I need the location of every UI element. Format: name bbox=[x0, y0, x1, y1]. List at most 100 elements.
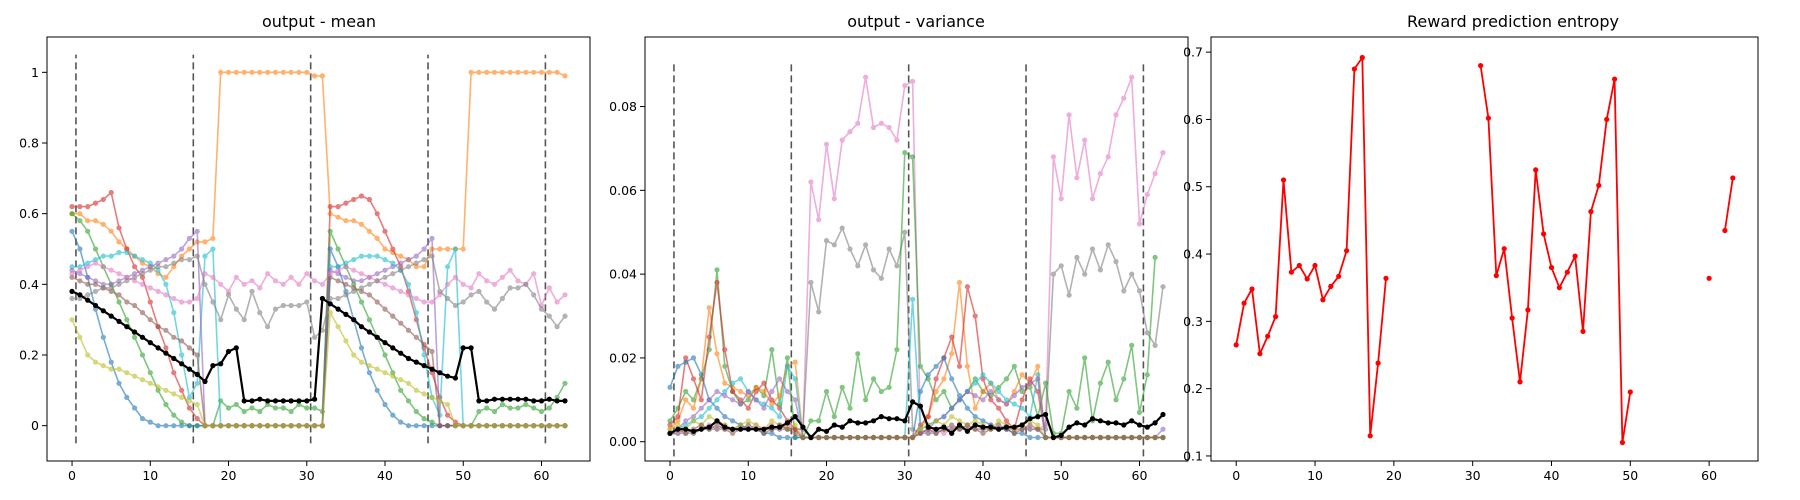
data-point bbox=[296, 398, 302, 404]
data-point bbox=[690, 405, 697, 411]
data-point bbox=[194, 416, 200, 422]
data-point bbox=[484, 299, 490, 305]
data-point bbox=[980, 372, 986, 378]
data-point bbox=[390, 260, 396, 266]
data-point bbox=[280, 302, 286, 309]
data-point bbox=[452, 302, 458, 309]
data-point bbox=[1050, 434, 1056, 441]
data-point bbox=[964, 388, 971, 395]
data-point bbox=[964, 428, 971, 434]
data-point bbox=[1019, 405, 1025, 411]
data-point bbox=[108, 253, 114, 259]
data-point bbox=[1233, 342, 1239, 348]
data-point bbox=[1541, 231, 1547, 237]
data-point bbox=[800, 424, 806, 430]
data-point bbox=[296, 69, 302, 75]
data-point bbox=[910, 296, 916, 302]
data-point bbox=[675, 418, 681, 424]
data-point bbox=[1619, 439, 1625, 446]
data-point bbox=[429, 419, 435, 425]
data-point bbox=[1144, 372, 1150, 378]
data-point bbox=[1074, 175, 1080, 181]
x-tick-label: 20 bbox=[221, 468, 237, 483]
data-point bbox=[155, 384, 161, 390]
data-point bbox=[1019, 430, 1025, 436]
data-point bbox=[468, 423, 474, 429]
data-point bbox=[202, 253, 208, 259]
data-point bbox=[1082, 355, 1088, 361]
data-point bbox=[374, 278, 380, 284]
data-point bbox=[257, 69, 263, 75]
data-point bbox=[241, 281, 247, 287]
data-point bbox=[405, 423, 412, 429]
data-point bbox=[1097, 380, 1103, 386]
data-point bbox=[100, 281, 106, 287]
data-point bbox=[421, 264, 427, 270]
data-point bbox=[280, 405, 286, 411]
data-point bbox=[460, 299, 466, 305]
data-point bbox=[69, 228, 75, 234]
data-point bbox=[241, 423, 247, 429]
x-tick-label: 40 bbox=[377, 468, 393, 483]
data-point bbox=[312, 396, 318, 402]
data-point bbox=[374, 299, 380, 305]
data-point bbox=[1027, 434, 1033, 441]
y-tick-label: 0.00 bbox=[609, 434, 637, 449]
data-point bbox=[698, 414, 704, 420]
data-point bbox=[280, 281, 286, 287]
data-point bbox=[233, 423, 239, 429]
data-point bbox=[792, 414, 798, 420]
data-point bbox=[1730, 175, 1736, 181]
data-point bbox=[823, 141, 830, 147]
data-point bbox=[179, 419, 185, 425]
data-point bbox=[405, 398, 412, 404]
axes-frame bbox=[1210, 36, 1759, 462]
data-point bbox=[116, 292, 122, 298]
data-point bbox=[92, 246, 99, 252]
data-point bbox=[1612, 76, 1618, 82]
data-point bbox=[847, 418, 853, 424]
data-point bbox=[100, 308, 106, 314]
data-point bbox=[272, 398, 279, 404]
data-point bbox=[358, 299, 365, 305]
data-point bbox=[327, 295, 333, 302]
data-point bbox=[933, 388, 939, 395]
data-point bbox=[562, 398, 568, 404]
data-point bbox=[1320, 297, 1326, 303]
data-point bbox=[147, 267, 153, 273]
data-point bbox=[139, 416, 146, 422]
data-point bbox=[996, 405, 1002, 411]
data-point bbox=[218, 281, 224, 287]
data-point bbox=[1533, 167, 1539, 173]
panel-output-variance: output - variance 0 10 20 30 40 50 60 0.00 0.02 0… bbox=[609, 12, 1189, 483]
data-point bbox=[1121, 376, 1127, 382]
data-point bbox=[1288, 269, 1294, 275]
data-point bbox=[335, 204, 341, 210]
data-point bbox=[163, 401, 169, 408]
data-point bbox=[413, 253, 419, 259]
data-point bbox=[241, 317, 247, 323]
data-point bbox=[554, 423, 560, 429]
data-point bbox=[194, 295, 200, 302]
data-point bbox=[886, 434, 892, 441]
data-point bbox=[241, 69, 247, 75]
x-tick-label: 40 bbox=[975, 468, 991, 483]
data-point bbox=[186, 345, 192, 351]
data-point bbox=[100, 285, 106, 291]
y-tick-label: 1 bbox=[31, 65, 39, 80]
data-point bbox=[996, 384, 1002, 390]
data-point bbox=[847, 405, 853, 411]
data-point bbox=[437, 398, 443, 404]
data-point bbox=[737, 376, 744, 382]
data-point bbox=[100, 264, 106, 270]
data-point bbox=[179, 352, 185, 358]
data-point bbox=[225, 348, 232, 355]
data-point bbox=[163, 264, 169, 270]
data-point bbox=[257, 310, 263, 316]
data-point bbox=[1097, 418, 1103, 424]
data-point bbox=[1019, 384, 1025, 390]
data-point bbox=[358, 278, 365, 284]
data-point bbox=[92, 306, 99, 312]
data-point bbox=[675, 414, 681, 420]
data-point bbox=[792, 430, 798, 436]
